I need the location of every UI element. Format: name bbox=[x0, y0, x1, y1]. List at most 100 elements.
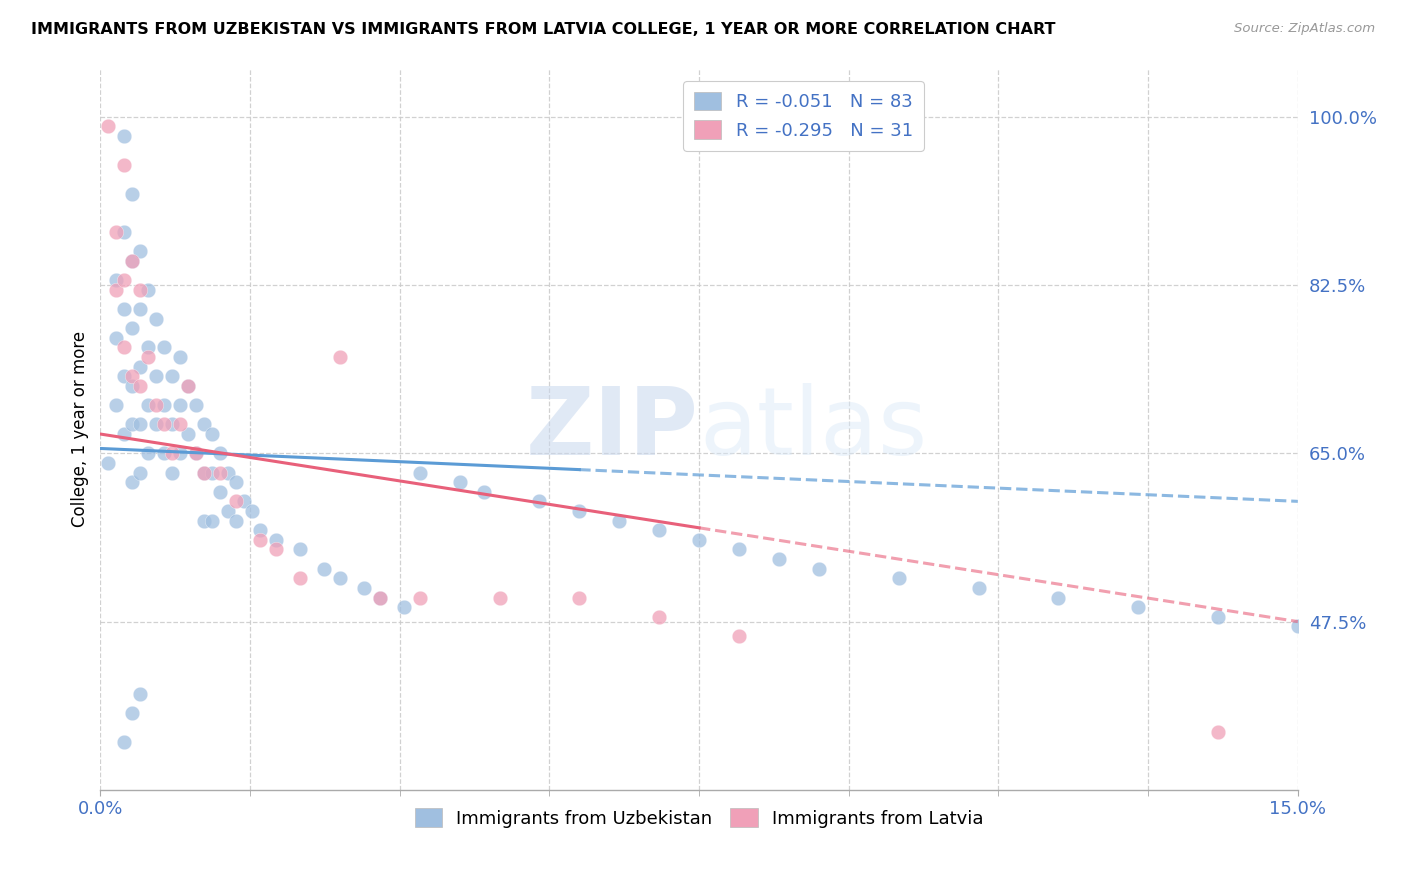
Y-axis label: College, 1 year or more: College, 1 year or more bbox=[72, 331, 89, 527]
Point bbox=[249, 523, 271, 537]
Point bbox=[169, 398, 191, 412]
Point bbox=[112, 128, 135, 143]
Point bbox=[153, 446, 176, 460]
Point bbox=[105, 273, 128, 287]
Point bbox=[153, 398, 176, 412]
Text: IMMIGRANTS FROM UZBEKISTAN VS IMMIGRANTS FROM LATVIA COLLEGE, 1 YEAR OR MORE COR: IMMIGRANTS FROM UZBEKISTAN VS IMMIGRANTS… bbox=[31, 22, 1056, 37]
Point bbox=[160, 417, 183, 432]
Point bbox=[160, 446, 183, 460]
Point bbox=[129, 417, 152, 432]
Point bbox=[967, 581, 990, 595]
Point bbox=[105, 398, 128, 412]
Point bbox=[225, 514, 247, 528]
Point bbox=[529, 494, 551, 508]
Point bbox=[136, 398, 159, 412]
Point bbox=[329, 571, 352, 585]
Point bbox=[488, 591, 510, 605]
Point bbox=[217, 504, 239, 518]
Point bbox=[112, 273, 135, 287]
Point bbox=[145, 311, 167, 326]
Point bbox=[249, 533, 271, 547]
Point bbox=[136, 283, 159, 297]
Point bbox=[264, 533, 287, 547]
Point bbox=[225, 494, 247, 508]
Point bbox=[209, 466, 232, 480]
Point bbox=[392, 600, 415, 615]
Point bbox=[648, 523, 671, 537]
Point bbox=[121, 253, 143, 268]
Point bbox=[112, 427, 135, 442]
Point bbox=[112, 225, 135, 239]
Point bbox=[112, 301, 135, 316]
Point bbox=[408, 591, 430, 605]
Point bbox=[105, 225, 128, 239]
Point bbox=[728, 629, 751, 643]
Point bbox=[807, 562, 830, 576]
Point bbox=[472, 484, 495, 499]
Point bbox=[105, 331, 128, 345]
Point bbox=[193, 466, 215, 480]
Point bbox=[136, 446, 159, 460]
Point bbox=[288, 542, 311, 557]
Point bbox=[353, 581, 375, 595]
Point bbox=[121, 369, 143, 384]
Text: ZIP: ZIP bbox=[526, 384, 699, 475]
Point bbox=[193, 466, 215, 480]
Point bbox=[1206, 725, 1229, 739]
Point bbox=[177, 379, 200, 393]
Point bbox=[186, 446, 208, 460]
Point bbox=[368, 591, 391, 605]
Text: atlas: atlas bbox=[699, 384, 928, 475]
Point bbox=[145, 417, 167, 432]
Point bbox=[449, 475, 471, 489]
Point bbox=[312, 562, 335, 576]
Point bbox=[129, 379, 152, 393]
Point bbox=[209, 446, 232, 460]
Point bbox=[169, 350, 191, 364]
Point bbox=[145, 398, 167, 412]
Point bbox=[121, 253, 143, 268]
Point bbox=[136, 341, 159, 355]
Point bbox=[97, 456, 120, 470]
Point bbox=[233, 494, 256, 508]
Point bbox=[129, 283, 152, 297]
Point bbox=[112, 341, 135, 355]
Point bbox=[112, 158, 135, 172]
Point bbox=[568, 591, 591, 605]
Point bbox=[329, 350, 352, 364]
Text: Source: ZipAtlas.com: Source: ZipAtlas.com bbox=[1234, 22, 1375, 36]
Point bbox=[169, 446, 191, 460]
Point bbox=[368, 591, 391, 605]
Point bbox=[288, 571, 311, 585]
Point bbox=[160, 369, 183, 384]
Point bbox=[193, 417, 215, 432]
Point bbox=[607, 514, 630, 528]
Point bbox=[887, 571, 910, 585]
Point bbox=[129, 359, 152, 374]
Point bbox=[177, 427, 200, 442]
Point bbox=[145, 369, 167, 384]
Point bbox=[217, 466, 239, 480]
Point bbox=[728, 542, 751, 557]
Point bbox=[209, 484, 232, 499]
Point bbox=[201, 466, 224, 480]
Point bbox=[1047, 591, 1070, 605]
Point bbox=[768, 552, 790, 566]
Point bbox=[169, 417, 191, 432]
Point bbox=[186, 446, 208, 460]
Point bbox=[408, 466, 430, 480]
Point bbox=[1206, 609, 1229, 624]
Point bbox=[568, 504, 591, 518]
Point bbox=[112, 735, 135, 749]
Point bbox=[186, 398, 208, 412]
Point bbox=[1128, 600, 1150, 615]
Point bbox=[121, 475, 143, 489]
Legend: Immigrants from Uzbekistan, Immigrants from Latvia: Immigrants from Uzbekistan, Immigrants f… bbox=[408, 801, 991, 835]
Point bbox=[264, 542, 287, 557]
Point bbox=[112, 369, 135, 384]
Point bbox=[153, 341, 176, 355]
Point bbox=[129, 244, 152, 259]
Point bbox=[136, 350, 159, 364]
Point bbox=[153, 417, 176, 432]
Point bbox=[193, 514, 215, 528]
